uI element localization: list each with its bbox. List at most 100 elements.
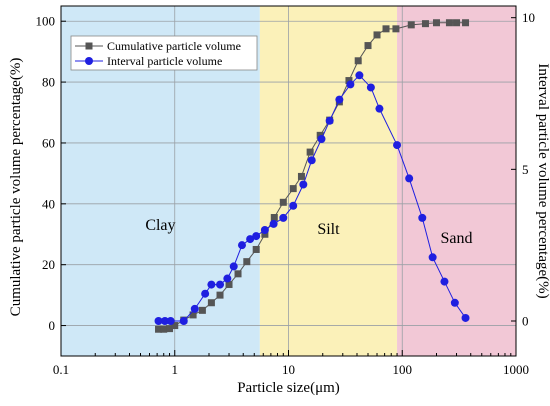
data-point <box>252 245 260 253</box>
data-point <box>160 316 169 325</box>
data-point <box>297 172 305 180</box>
region-label-silt: Silt <box>317 221 340 238</box>
data-point <box>392 25 400 33</box>
data-point <box>345 77 353 85</box>
data-point <box>154 316 163 325</box>
x-tick-label: 1 <box>172 362 179 377</box>
data-point <box>243 258 251 266</box>
y-axis-right: 0 5 10 <box>511 10 535 328</box>
data-point <box>421 20 429 28</box>
series-line <box>158 22 466 330</box>
y-axis-right-title: Interval particle volume percentage(%) <box>535 63 550 298</box>
data-point <box>225 280 233 288</box>
x-tick-label: 100 <box>393 362 413 377</box>
data-point <box>335 95 344 104</box>
data-point <box>366 83 375 92</box>
y-left-tick-label: 0 <box>49 318 56 333</box>
data-point <box>171 322 179 330</box>
data-point <box>179 316 188 325</box>
y-right-tick-label: 10 <box>522 10 535 25</box>
data-point <box>317 135 326 144</box>
data-point <box>364 42 372 50</box>
legend-marker-square <box>85 42 93 50</box>
legend-box <box>70 35 258 71</box>
legend-marker-circle <box>85 57 93 65</box>
data-point <box>261 230 269 238</box>
y-right-tick-label: 0 <box>522 313 529 328</box>
region-silt <box>259 6 398 356</box>
series-layer <box>154 19 470 333</box>
data-point <box>306 148 314 156</box>
data-point <box>166 316 175 325</box>
y-left-tick-label: 80 <box>42 75 55 90</box>
y-axis-left-title: Cumulative particle volume percentage(%) <box>8 58 24 317</box>
y-axis-left: 0 20 40 60 80 100 <box>36 14 66 333</box>
region-label-sand: Sand <box>441 230 473 247</box>
data-point <box>246 235 255 244</box>
data-point <box>160 325 168 333</box>
series-interval <box>154 71 470 325</box>
data-point <box>461 313 470 322</box>
data-point <box>355 71 364 80</box>
data-point <box>216 280 225 289</box>
data-point <box>453 19 461 27</box>
data-point <box>418 213 427 222</box>
data-point <box>279 198 287 206</box>
data-point <box>307 156 316 165</box>
data-point <box>289 185 297 193</box>
y-left-tick-label: 40 <box>42 196 55 211</box>
data-point <box>440 277 449 286</box>
data-point <box>346 80 355 89</box>
legend-label: Interval particle volume <box>107 54 222 68</box>
y-left-tick-label: 60 <box>42 135 55 150</box>
data-point <box>405 174 414 183</box>
x-axis: 0.1 1 10 100 1000 <box>53 350 529 377</box>
data-point <box>189 311 197 319</box>
data-point <box>393 141 402 150</box>
data-point <box>270 214 278 222</box>
data-point <box>216 291 224 299</box>
data-point <box>373 31 381 39</box>
data-point <box>462 19 470 27</box>
data-point <box>190 304 199 313</box>
data-point <box>234 270 242 278</box>
data-point <box>445 19 453 27</box>
region-labels: Clay Silt Sand <box>145 217 472 247</box>
data-point <box>201 289 210 298</box>
data-point <box>269 219 278 228</box>
data-point <box>407 21 415 29</box>
data-point <box>450 298 459 307</box>
data-point <box>375 104 384 113</box>
data-point <box>252 232 261 241</box>
y-left-tick-label: 20 <box>42 257 55 272</box>
region-sand <box>397 6 516 356</box>
x-tick-label: 10 <box>282 362 295 377</box>
data-point <box>260 226 269 235</box>
x-tick-label: 0.1 <box>53 362 69 377</box>
y-right-tick-label: 5 <box>522 162 529 177</box>
data-point <box>198 306 206 314</box>
data-point <box>432 19 440 27</box>
data-point <box>354 57 362 65</box>
x-tick-label: 1000 <box>503 362 529 377</box>
y-left-tick-label: 100 <box>36 14 56 29</box>
data-point <box>207 280 216 289</box>
data-point <box>382 25 390 33</box>
data-point <box>237 241 246 250</box>
data-point <box>166 325 174 333</box>
data-point <box>223 274 232 283</box>
data-point <box>279 213 288 222</box>
data-point <box>155 325 163 333</box>
x-axis-title: Particle size(μm) <box>237 380 340 396</box>
data-point <box>207 299 215 307</box>
region-label-clay: Clay <box>145 217 175 234</box>
data-point <box>428 253 437 262</box>
legend-label: Cumulative particle volume <box>107 39 241 53</box>
data-point <box>299 180 308 189</box>
data-point <box>289 201 298 210</box>
data-point <box>229 262 238 271</box>
grid-lines <box>61 6 516 356</box>
data-point <box>325 116 334 125</box>
